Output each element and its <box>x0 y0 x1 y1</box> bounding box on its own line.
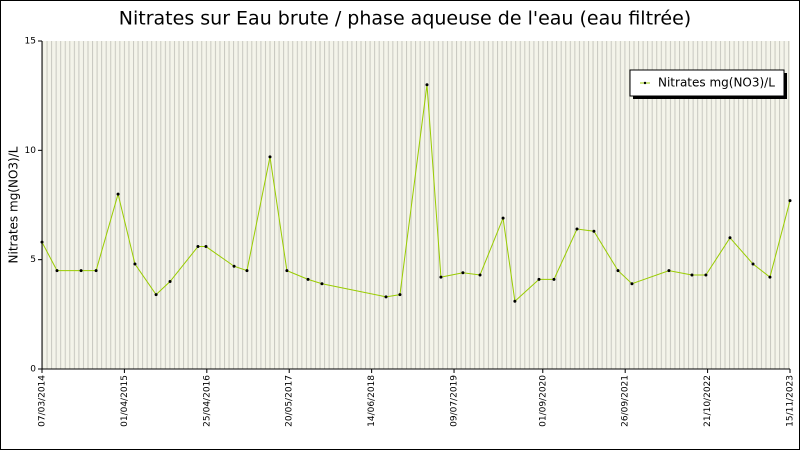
data-point <box>320 282 324 286</box>
data-point <box>537 277 541 281</box>
data-point <box>154 293 158 297</box>
data-point <box>728 236 732 240</box>
x-tick-label: 25/04/2016 <box>202 375 212 427</box>
data-point <box>196 245 200 249</box>
data-point <box>398 293 402 297</box>
data-point <box>461 271 465 275</box>
x-tick-label: 26/09/2021 <box>621 375 631 427</box>
data-point <box>575 227 579 231</box>
data-point <box>55 269 59 273</box>
x-tick-label: 07/03/2014 <box>38 375 48 427</box>
data-point <box>232 264 236 268</box>
data-point <box>751 262 755 266</box>
data-point <box>704 273 708 277</box>
legend-label: Nitrates mg(NO3)/L <box>658 76 775 90</box>
data-point <box>94 269 98 273</box>
y-tick-label: 0 <box>30 365 36 375</box>
x-tick-label: 20/05/2017 <box>285 375 295 427</box>
data-point <box>79 269 83 273</box>
data-point <box>425 83 429 87</box>
data-point <box>268 155 272 159</box>
data-point <box>245 269 249 273</box>
data-point <box>552 277 556 281</box>
x-tick-label: 15/11/2023 <box>786 375 796 427</box>
data-point <box>513 299 517 303</box>
y-tick-label: 5 <box>30 255 36 265</box>
x-tick-label: 01/04/2015 <box>120 375 130 427</box>
x-tick-label: 21/10/2022 <box>703 375 713 427</box>
data-point <box>204 245 208 249</box>
data-point <box>788 199 792 203</box>
y-axis-label: Nitrates mg(NO3)/L <box>7 146 21 263</box>
data-point <box>630 282 634 286</box>
data-point <box>116 192 120 196</box>
data-point <box>616 269 620 273</box>
legend: Nitrates mg(NO3)/L <box>629 69 787 99</box>
data-point <box>306 277 310 281</box>
y-tick-label: 15 <box>25 37 36 47</box>
y-tick-label: 10 <box>25 146 37 156</box>
legend-box <box>629 69 785 97</box>
data-point <box>285 269 289 273</box>
data-point <box>501 216 505 220</box>
x-tick-label: 01/09/2020 <box>538 375 548 427</box>
data-point <box>478 273 482 277</box>
data-point <box>40 240 44 244</box>
data-point <box>592 229 596 233</box>
data-point <box>667 269 671 273</box>
x-tick-label: 09/07/2019 <box>450 375 460 427</box>
chart-title: Nitrates sur Eau brute / phase aqueuse d… <box>119 8 691 30</box>
data-point <box>768 275 772 279</box>
data-point <box>384 295 388 299</box>
x-tick-label: 14/06/2018 <box>367 375 377 427</box>
data-point <box>168 280 172 284</box>
data-point <box>690 273 694 277</box>
legend-marker <box>643 81 647 85</box>
data-point <box>439 275 443 279</box>
data-point <box>133 262 137 266</box>
